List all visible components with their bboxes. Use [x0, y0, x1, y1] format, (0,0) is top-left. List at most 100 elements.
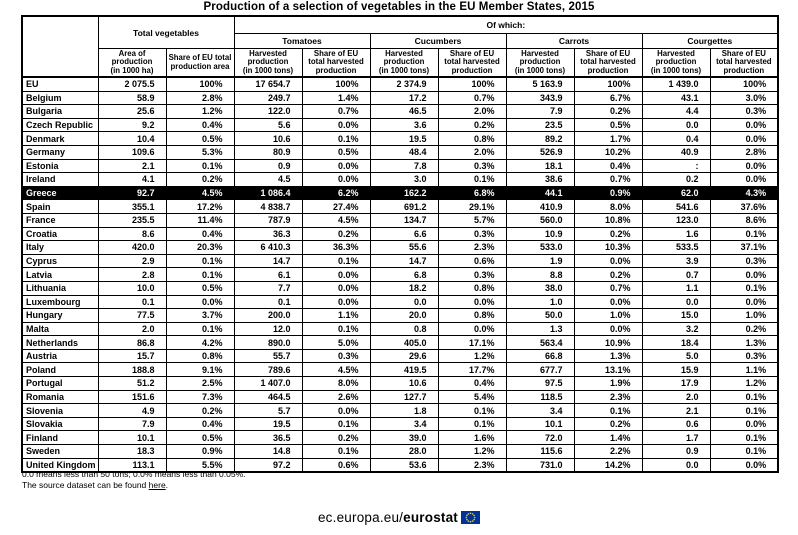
country-cell: France [21, 212, 99, 228]
country-cell: Denmark [21, 131, 99, 146]
value-cell: 0.0% [301, 280, 371, 296]
value-cell: 0.1% [301, 131, 371, 146]
country-cell: Estonia [21, 158, 99, 174]
value-cell: 7.3% [165, 389, 235, 405]
country-cell: Italy [21, 240, 99, 255]
value-cell: 17.2 [369, 90, 439, 106]
country-cell: Croatia [21, 226, 99, 242]
value-cell: 2.6% [301, 389, 371, 405]
value-cell: 0.3% [709, 253, 779, 269]
table-row: Spain 355.1 17.2% 4 838.7 27.4% 691.2 29.1% 410… [21, 199, 779, 214]
source-link[interactable]: here [148, 479, 166, 490]
value-cell: 0.3% [437, 267, 507, 282]
value-cell: 0.2% [573, 104, 643, 119]
value-cell: 731.0 [505, 457, 575, 473]
value-cell: 2.5% [165, 376, 235, 391]
value-cell: 1 407.0 [233, 376, 303, 391]
value-cell: 0.0% [301, 172, 371, 187]
value-cell: 0.4 [641, 131, 711, 146]
value-cell: 19.5 [233, 416, 303, 432]
value-cell: 0.8% [437, 131, 507, 146]
value-cell: 38.0 [505, 280, 575, 296]
header-harvested-tomatoes: Harvested production (in 1000 tons) [233, 48, 303, 78]
header-share-harvested-tomatoes: Share of EU total harvested production [301, 48, 371, 78]
value-cell: 0.1% [165, 253, 235, 269]
header-share-production-area: Share of EU total production area [165, 48, 235, 78]
value-cell: 8.0% [301, 376, 371, 391]
value-cell: 2.9 [97, 253, 167, 269]
value-cell: 46.5 [369, 104, 439, 119]
value-cell: 18.4 [641, 335, 711, 350]
value-cell: 1.7% [573, 131, 643, 146]
value-cell: 19.5 [369, 131, 439, 146]
value-cell: 1.2% [165, 104, 235, 119]
value-cell: 134.7 [369, 212, 439, 228]
table-row: Portugal 51.2 2.5% 1 407.0 8.0% 10.6 0.4% 97.5 1… [21, 376, 779, 391]
value-cell: 8.6 [97, 226, 167, 242]
page-title: Production of a selection of vegetables … [203, 1, 595, 13]
value-cell: 0.1% [709, 389, 779, 405]
table-row: Bulgaria 25.6 1.2% 122.0 0.7% 46.5 2.0% 7.9 0.2%… [21, 104, 779, 119]
value-cell: 0.9 [641, 444, 711, 459]
value-cell: 10.9% [573, 335, 643, 350]
value-cell: 17.2% [165, 199, 235, 214]
country-cell: Ireland [21, 172, 99, 187]
value-cell: 1.6 [641, 226, 711, 242]
header-cucumbers: Cucumbers [369, 33, 507, 49]
footnote-source-text: The source dataset can be found [22, 479, 149, 490]
header-carrots: Carrots [505, 33, 643, 49]
value-cell: 0.1% [301, 253, 371, 269]
table-row: Belgium 58.9 2.8% 249.7 1.4% 17.2 0.7% 343.9 6.7… [21, 90, 779, 106]
value-cell: 533.5 [641, 240, 711, 255]
value-cell: 560.0 [505, 212, 575, 228]
value-cell: 2.0% [437, 144, 507, 160]
value-cell: 355.1 [97, 199, 167, 214]
value-cell: 1.0% [573, 308, 643, 323]
value-cell: 6.2% [301, 185, 371, 201]
value-cell: 5.4% [437, 389, 507, 405]
value-cell: 0.0% [437, 321, 507, 337]
value-cell: 2.3% [573, 389, 643, 405]
value-cell: 0.1% [573, 403, 643, 418]
value-cell: 0.0% [709, 131, 779, 146]
value-cell: 7.9 [505, 104, 575, 119]
value-cell: 464.5 [233, 389, 303, 405]
value-cell: 10.8% [573, 212, 643, 228]
value-cell: 5.0 [641, 348, 711, 364]
value-cell: 6.8 [369, 267, 439, 282]
value-cell: 17.1% [437, 335, 507, 350]
value-cell: 0.0% [573, 321, 643, 337]
value-cell: 1.4% [301, 90, 371, 106]
value-cell: 0.7% [573, 280, 643, 296]
value-cell: 0.0% [709, 117, 779, 133]
table-row: Estonia 2.1 0.1% 0.9 0.0% 7.8 0.3% 18.1 0.4%:0.0… [21, 158, 779, 174]
value-cell: 1.4% [573, 430, 643, 446]
value-cell: 0.0% [165, 294, 235, 310]
table-row: Romania 151.6 7.3% 464.5 2.6% 127.7 5.4% 118.5 2… [21, 389, 779, 405]
value-cell: 4.5% [301, 212, 371, 228]
country-cell: Sweden [21, 444, 99, 459]
value-cell: 343.9 [505, 90, 575, 106]
value-cell: 4.2% [165, 335, 235, 350]
header-area-of-production: Area of production (in 1000 ha) [97, 48, 167, 78]
value-cell: 0.1% [301, 444, 371, 459]
value-cell: 3.9 [641, 253, 711, 269]
value-cell: 5 163.9 [505, 76, 575, 92]
value-cell: 1.0 [505, 294, 575, 310]
value-cell: 2 374.9 [369, 76, 439, 92]
value-cell: 15.9 [641, 362, 711, 378]
value-cell: 0.1% [165, 321, 235, 337]
header-harvested-carrots: Harvested production (in 1000 tons) [505, 48, 575, 78]
value-cell: 58.9 [97, 90, 167, 106]
value-cell: 123.0 [641, 212, 711, 228]
country-cell: Cyprus [21, 253, 99, 269]
value-cell: 787.9 [233, 212, 303, 228]
value-cell: 0.0% [709, 158, 779, 174]
value-cell: 97.5 [505, 376, 575, 391]
value-cell: 0.8 [369, 321, 439, 337]
value-cell: 0.2% [165, 172, 235, 187]
value-cell: 1.3 [505, 321, 575, 337]
value-cell: 0.0% [709, 294, 779, 310]
value-cell: 0.1% [709, 280, 779, 296]
value-cell: 113.1 [97, 457, 167, 473]
